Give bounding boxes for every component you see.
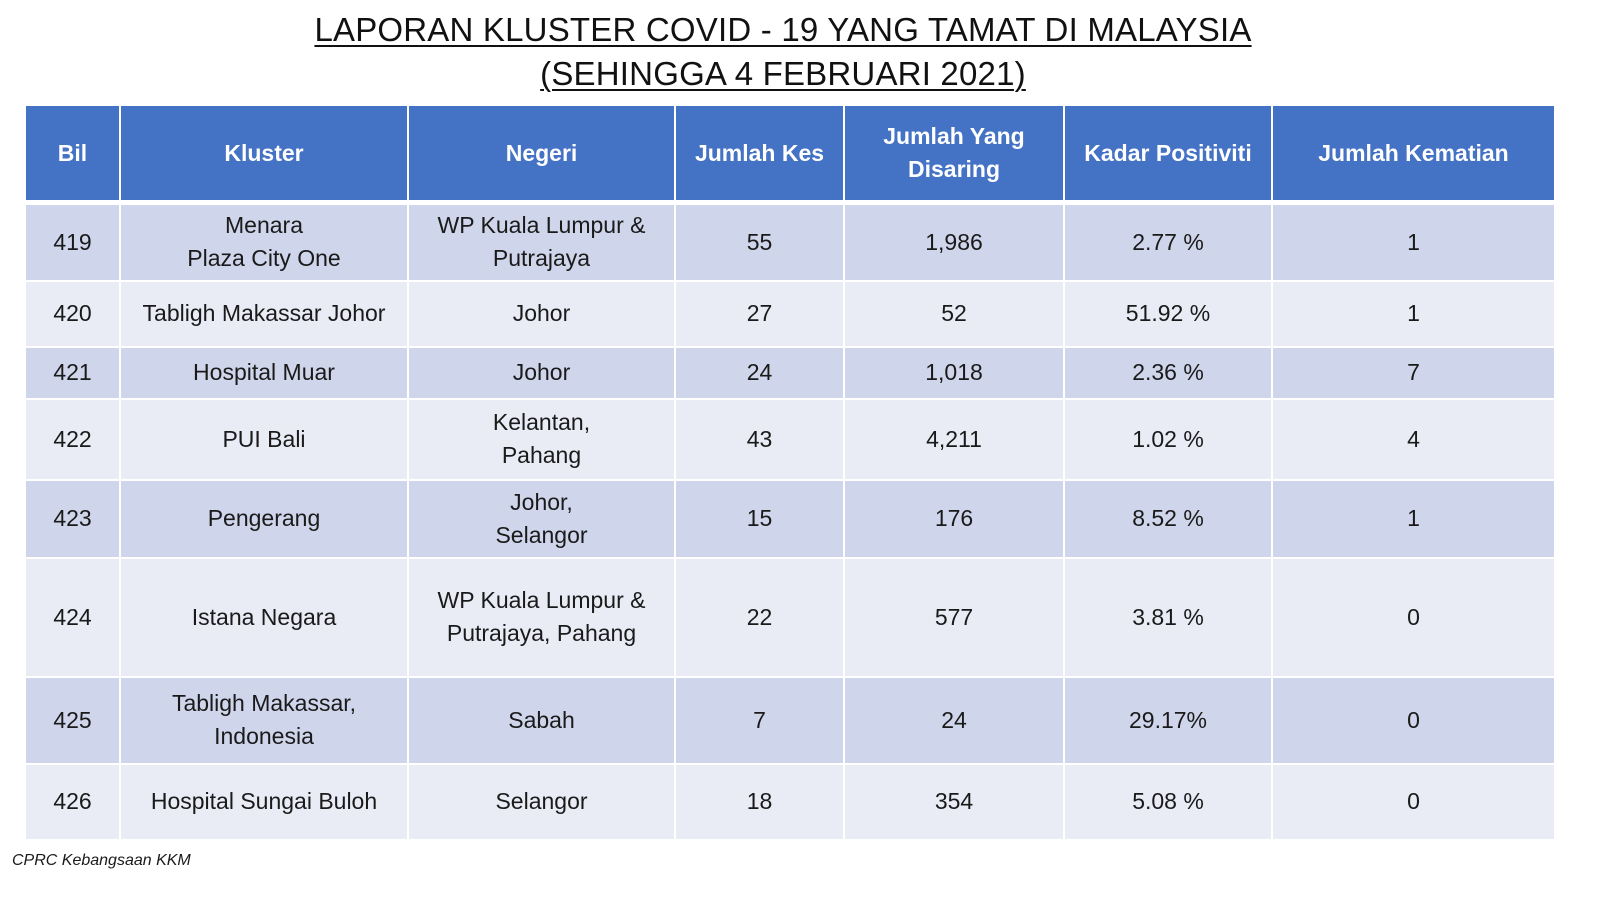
- header-bil: Bil: [24, 104, 121, 205]
- cell-jumlah-disaring: 176: [843, 478, 1065, 559]
- header-row: Bil Kluster Negeri Jumlah Kes Jumlah Yan…: [24, 104, 1556, 205]
- cell-jumlah-disaring: 354: [843, 762, 1065, 841]
- table-header: Bil Kluster Negeri Jumlah Kes Jumlah Yan…: [24, 104, 1556, 205]
- cell-bil: 420: [24, 279, 121, 348]
- cell-kluster: Hospital Sungai Buloh: [119, 762, 409, 841]
- cell-negeri: Johor: [407, 279, 676, 348]
- cell-bil: 424: [24, 556, 121, 678]
- cell-jumlah-kes: 7: [674, 675, 845, 765]
- cell-jumlah-kes: 24: [674, 345, 845, 400]
- cell-jumlah-disaring: 24: [843, 675, 1065, 765]
- table-row: 425 Tabligh Makassar, Indonesia Sabah 7 …: [24, 675, 1556, 765]
- cell-kluster: Pengerang: [119, 478, 409, 559]
- header-negeri: Negeri: [407, 104, 676, 205]
- title-line-1: LAPORAN KLUSTER COVID - 19 YANG TAMAT DI…: [314, 11, 1252, 48]
- cell-kadar-positiviti: 2.36 %: [1063, 345, 1273, 400]
- table-row: 421 Hospital Muar Johor 24 1,018 2.36 % …: [24, 345, 1556, 400]
- table-row: 423 Pengerang Johor, Selangor 15 176 8.5…: [24, 478, 1556, 559]
- cell-bil: 422: [24, 397, 121, 481]
- cell-kluster: Tabligh Makassar Johor: [119, 279, 409, 348]
- cell-kluster: PUI Bali: [119, 397, 409, 481]
- cell-jumlah-kematian: 4: [1271, 397, 1556, 481]
- cell-negeri: Johor: [407, 345, 676, 400]
- header-jumlah-kematian: Jumlah Kematian: [1271, 104, 1556, 205]
- title-line-2: (SEHINGGA 4 FEBRUARI 2021): [540, 55, 1026, 92]
- cell-bil: 425: [24, 675, 121, 765]
- cell-jumlah-kematian: 0: [1271, 762, 1556, 841]
- cell-jumlah-disaring: 577: [843, 556, 1065, 678]
- cell-jumlah-kematian: 1: [1271, 279, 1556, 348]
- cell-kadar-positiviti: 5.08 %: [1063, 762, 1273, 841]
- cell-kadar-positiviti: 1.02 %: [1063, 397, 1273, 481]
- table-row: 422 PUI Bali Kelantan, Pahang 43 4,211 1…: [24, 397, 1556, 481]
- source-footer: CPRC Kebangsaan KKM: [12, 852, 191, 869]
- cell-jumlah-kes: 22: [674, 556, 845, 678]
- header-kadar-positiviti: Kadar Positiviti: [1063, 104, 1273, 205]
- cell-jumlah-disaring: 52: [843, 279, 1065, 348]
- cell-jumlah-disaring: 1,018: [843, 345, 1065, 400]
- cell-kluster: Menara Plaza City One: [119, 201, 409, 282]
- cell-kluster: Tabligh Makassar, Indonesia: [119, 675, 409, 765]
- cell-negeri: Selangor: [407, 762, 676, 841]
- cell-jumlah-kes: 27: [674, 279, 845, 348]
- cell-bil: 426: [24, 762, 121, 841]
- cell-jumlah-kematian: 0: [1271, 675, 1556, 765]
- cell-negeri: Sabah: [407, 675, 676, 765]
- table-row: 419 Menara Plaza City One WP Kuala Lumpu…: [24, 201, 1556, 282]
- cell-jumlah-kematian: 1: [1271, 201, 1556, 282]
- cell-negeri: Kelantan, Pahang: [407, 397, 676, 481]
- cell-kluster: Istana Negara: [119, 556, 409, 678]
- header-jumlah-kes: Jumlah Kes: [674, 104, 845, 205]
- cell-negeri: Johor, Selangor: [407, 478, 676, 559]
- cell-kluster: Hospital Muar: [119, 345, 409, 400]
- table-row: 420 Tabligh Makassar Johor Johor 27 52 5…: [24, 279, 1556, 348]
- cell-bil: 421: [24, 345, 121, 400]
- cell-negeri: WP Kuala Lumpur & Putrajaya: [407, 201, 676, 282]
- cell-jumlah-kes: 43: [674, 397, 845, 481]
- header-kluster: Kluster: [119, 104, 409, 205]
- cell-negeri: WP Kuala Lumpur & Putrajaya, Pahang: [407, 556, 676, 678]
- cell-jumlah-kes: 18: [674, 762, 845, 841]
- cell-kadar-positiviti: 3.81 %: [1063, 556, 1273, 678]
- cell-jumlah-kes: 55: [674, 201, 845, 282]
- table-row: 424 Istana Negara WP Kuala Lumpur & Putr…: [24, 556, 1556, 678]
- cell-jumlah-kematian: 1: [1271, 478, 1556, 559]
- cell-kadar-positiviti: 8.52 %: [1063, 478, 1273, 559]
- cell-kadar-positiviti: 51.92 %: [1063, 279, 1273, 348]
- table-row: 426 Hospital Sungai Buloh Selangor 18 35…: [24, 762, 1556, 841]
- table-body: 419 Menara Plaza City One WP Kuala Lumpu…: [24, 201, 1556, 841]
- cell-jumlah-kematian: 0: [1271, 556, 1556, 678]
- cluster-table: Bil Kluster Negeri Jumlah Kes Jumlah Yan…: [24, 104, 1556, 841]
- cell-jumlah-kes: 15: [674, 478, 845, 559]
- cell-jumlah-disaring: 4,211: [843, 397, 1065, 481]
- cell-bil: 419: [24, 201, 121, 282]
- page-title: LAPORAN KLUSTER COVID - 19 YANG TAMAT DI…: [0, 8, 1566, 96]
- cell-kadar-positiviti: 2.77 %: [1063, 201, 1273, 282]
- cell-jumlah-disaring: 1,986: [843, 201, 1065, 282]
- cell-kadar-positiviti: 29.17%: [1063, 675, 1273, 765]
- header-jumlah-disaring: Jumlah Yang Disaring: [843, 104, 1065, 205]
- cell-jumlah-kematian: 7: [1271, 345, 1556, 400]
- cell-bil: 423: [24, 478, 121, 559]
